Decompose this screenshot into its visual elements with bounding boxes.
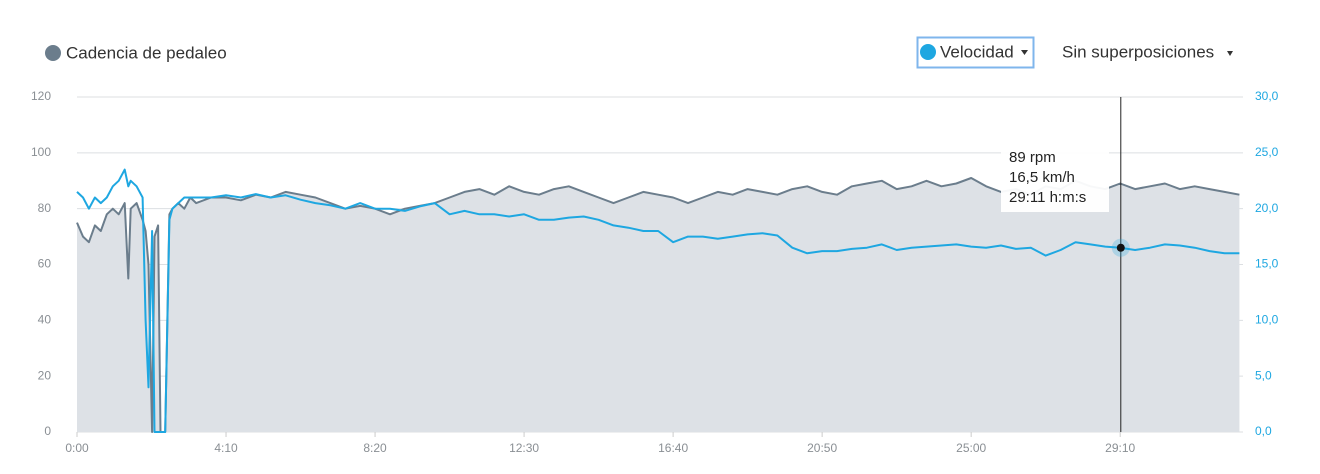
x-tick-label: 12:30 <box>509 441 539 455</box>
y-tick-label: 60 <box>38 257 52 271</box>
x-tick-label: 0:00 <box>65 441 89 455</box>
y2-tick-label: 20,0 <box>1255 201 1279 215</box>
x-tick-label: 20:50 <box>807 441 837 455</box>
y-tick-label: 20 <box>38 368 52 382</box>
legend-swatch <box>45 45 61 61</box>
tooltip-box <box>1001 146 1109 212</box>
x-tick-label: 25:00 <box>956 441 986 455</box>
legend-selector[interactable] <box>916 36 1035 69</box>
y2-tick-label: 25,0 <box>1255 145 1279 159</box>
y2-tick-label: 5,0 <box>1255 368 1272 382</box>
legend-swatch <box>920 44 936 60</box>
y2-tick-label: 30,0 <box>1255 89 1279 103</box>
dropdown-arrow <box>1227 51 1233 56</box>
legend-label[interactable]: Velocidad <box>940 42 1014 61</box>
legend-label[interactable]: Cadencia de pedaleo <box>66 43 227 62</box>
x-tick-label: 16:40 <box>658 441 688 455</box>
line <box>76 168 1240 433</box>
area <box>77 178 1240 432</box>
y-tick-label: 80 <box>38 201 52 215</box>
y2-tick-label: 10,0 <box>1255 313 1279 327</box>
tooltip-cadence: 89 rpm <box>1009 149 1056 166</box>
y2-tick-label: 15,0 <box>1255 257 1279 271</box>
x-tick-label: 4:10 <box>214 441 238 455</box>
dropdown-arrow <box>1021 50 1028 55</box>
x-tick-label: 29:10 <box>1105 441 1135 455</box>
overlay-menu[interactable]: Sin superposiciones <box>1062 42 1214 61</box>
y-tick-label: 100 <box>31 145 51 159</box>
y-tick-label: 0 <box>44 424 51 438</box>
tooltip-time: 29:11 h:m:s <box>1009 189 1086 206</box>
y-tick-label: 120 <box>31 89 51 103</box>
x-tick-label: 8:20 <box>363 441 387 455</box>
tooltip-speed: 16,5 km/h <box>1009 169 1075 186</box>
hover-dot <box>1116 243 1125 252</box>
y-tick-label: 40 <box>38 313 52 327</box>
y2-tick-label: 0,0 <box>1255 424 1272 438</box>
